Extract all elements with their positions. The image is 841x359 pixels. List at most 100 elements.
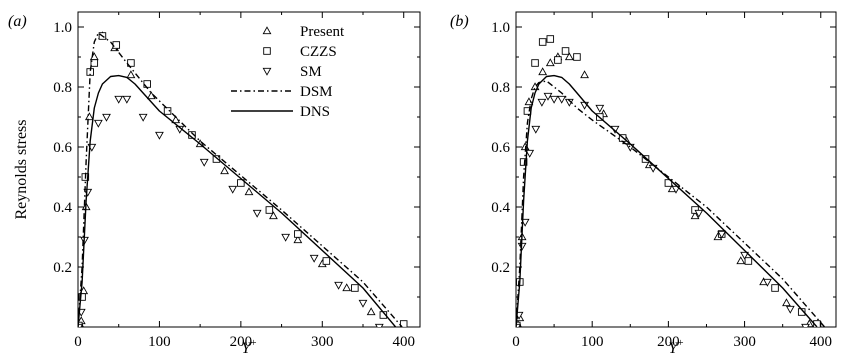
data-point-sm [83, 188, 93, 197]
x-axis-title: Y+ [241, 337, 256, 357]
data-point-present [342, 283, 352, 292]
data-point-czzs [797, 308, 806, 316]
chart-panel-a: 0 100 200 300 400 0.2 0.4 0.6 0.8 1.0 (a) Y+ Reynold… [8, 11, 421, 357]
y-tick-label: 0.8 [53, 80, 72, 96]
series-line-dns [78, 74, 397, 327]
data-point-czzs [143, 80, 151, 88]
data-point-czzs [322, 257, 331, 265]
legend-label-present: Present [300, 24, 345, 40]
x-tick-label: 400 [810, 334, 833, 350]
data-point-present [545, 58, 555, 67]
data-point-present [171, 115, 181, 124]
plot-frame [515, 11, 837, 328]
y-tick-label: 1.0 [491, 20, 510, 36]
data-point-sm [740, 251, 749, 260]
x-tick-label: 100 [148, 334, 171, 350]
x-tick-label: 0 [74, 334, 82, 350]
data-point-czzs [212, 155, 221, 163]
x-tick-label: 300 [311, 334, 334, 350]
data-point-present [84, 112, 94, 121]
x-tick-label: 0 [512, 334, 520, 350]
data-point-sm [610, 125, 620, 134]
data-point-sm [122, 95, 132, 104]
data-point-sm [801, 323, 810, 327]
data-point-sm [138, 113, 148, 122]
data-point-czzs [112, 41, 121, 49]
legend: Present CZZS SM DSM DNS [231, 24, 345, 120]
data-point-present [690, 211, 700, 220]
data-point-czzs [531, 59, 539, 67]
data-point-present [269, 211, 278, 220]
data-point-sm [309, 254, 319, 263]
y-tick-label: 0.4 [491, 200, 510, 216]
data-point-czzs [771, 284, 779, 292]
data-point-sm [374, 323, 384, 327]
x-tick-label: 400 [392, 334, 415, 350]
data-point-sm [717, 230, 727, 239]
data-point-present [782, 298, 791, 307]
series-line-dsm [516, 80, 826, 327]
data-point-czzs [538, 38, 547, 46]
data-point-sm [334, 281, 343, 290]
data-point-sm [694, 209, 704, 218]
data-point-sm [537, 98, 547, 107]
panel-label: (b) [450, 13, 469, 30]
y-tick-label: 0.8 [491, 80, 510, 96]
legend-label-dns: DNS [300, 104, 330, 120]
data-point-sm [785, 305, 795, 314]
data-point-czzs [554, 56, 562, 64]
y-axis-title: Reynolds stress [13, 120, 30, 220]
legend-marker-sm [262, 67, 272, 76]
data-point-sm [525, 149, 535, 158]
data-point-sm [114, 95, 124, 104]
data-point-czzs [573, 53, 581, 61]
data-point-present [736, 256, 746, 265]
y-tick-label: 1.0 [53, 20, 72, 36]
legend-marker-czzs [263, 47, 271, 55]
y-tick-label: 0.2 [491, 260, 510, 276]
chart-panel-b: 0 100 200 300 400 0.2 0.4 0.6 0.8 1.0 (b) Y+ [450, 11, 837, 357]
plot-area [516, 35, 826, 327]
data-point-czzs [744, 257, 753, 265]
data-point-sm [252, 209, 262, 218]
data-point-present [580, 70, 589, 79]
data-point-present [244, 187, 254, 196]
data-point-czzs [163, 107, 172, 115]
data-point-sm [549, 95, 559, 104]
data-point-present [564, 52, 574, 61]
data-point-present [220, 166, 229, 175]
legend-label-czzs: CZZS [300, 44, 337, 60]
data-point-sm [93, 119, 103, 128]
x-tick-label: 300 [733, 334, 756, 350]
data-point-czzs [561, 47, 570, 55]
panel-label: (a) [8, 13, 27, 30]
x-tick-label: 200 [657, 334, 680, 350]
data-point-present [366, 307, 376, 316]
data-point-czzs [294, 230, 302, 238]
legend-marker-present [262, 26, 272, 35]
x-tick-label: 100 [581, 334, 604, 350]
plot-area [78, 31, 408, 327]
data-point-czzs [351, 284, 359, 292]
series-line-dns [516, 74, 818, 327]
legend-label-dsm: DSM [300, 84, 333, 100]
data-point-sm [543, 92, 553, 101]
data-point-present [126, 70, 136, 79]
data-point-sm [102, 113, 111, 122]
data-point-sm [358, 299, 368, 308]
x-tick-label: 200 [230, 334, 253, 350]
data-point-sm [763, 278, 772, 287]
y-tick-label: 0.6 [491, 140, 510, 156]
data-point-present [293, 235, 303, 244]
data-point-sm [531, 125, 541, 134]
data-point-czzs [265, 206, 274, 214]
data-point-czzs [90, 59, 99, 67]
y-tick-label: 0.2 [53, 260, 72, 276]
data-point-sm [199, 158, 209, 167]
data-point-sm [155, 131, 164, 140]
series-line-dsm [78, 32, 403, 327]
legend-label-sm: SM [300, 64, 322, 80]
plot-frame [77, 11, 421, 328]
data-point-sm [557, 95, 567, 104]
data-point-sm [595, 104, 605, 113]
